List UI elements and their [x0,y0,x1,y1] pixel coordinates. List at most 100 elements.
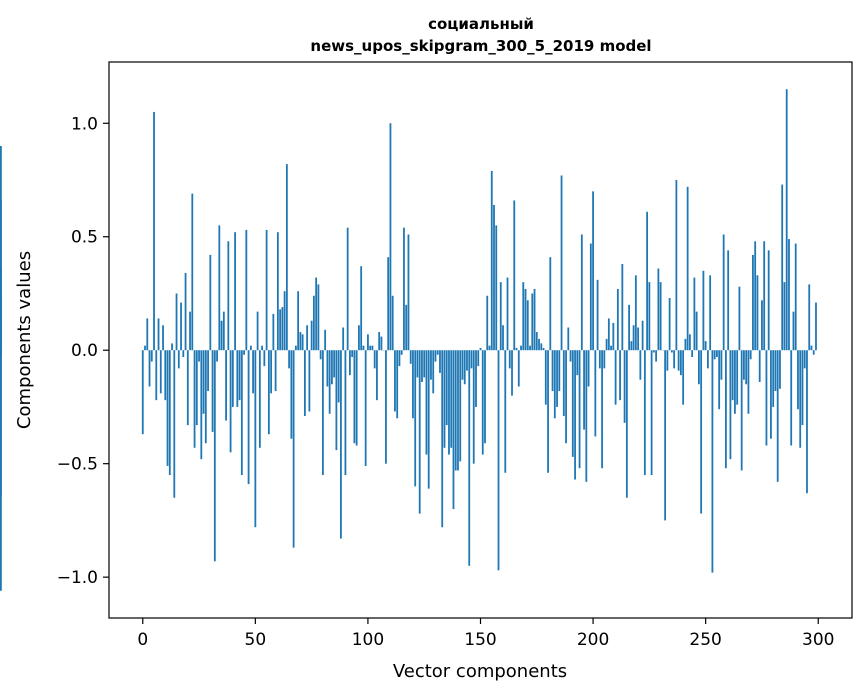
bar [738,286,741,351]
bar [745,350,748,385]
bar [592,191,594,351]
bar [794,243,797,351]
bar [729,350,732,460]
bar [770,350,772,439]
y-tick-label: 0.0 [71,341,98,361]
bar [646,211,649,351]
bar [774,350,777,392]
bar [0,145,2,351]
bar [186,350,189,426]
bar [459,350,462,462]
bar [472,350,475,464]
bar [335,350,338,451]
bar [675,180,678,351]
bar [493,204,495,351]
bar [213,350,216,562]
bar [785,89,788,351]
bar [315,277,318,351]
bar [538,338,540,351]
bar [779,350,781,389]
bar [144,345,146,351]
bar [803,350,806,369]
bar [159,350,162,394]
bar [367,334,369,351]
bar [709,275,712,351]
bar [691,350,694,358]
bar [353,350,356,444]
bar [452,350,455,510]
bar [749,350,752,360]
bar [403,227,405,351]
bar [234,232,236,351]
bar [758,350,761,382]
y-tick-label: −0.5 [57,455,98,475]
bar [673,350,676,369]
bar [328,350,331,414]
bar [490,170,493,351]
bar [601,350,603,469]
bar [283,291,286,351]
bar [412,350,414,419]
bar [443,350,446,448]
bar [240,350,243,476]
bar [369,345,372,351]
bar [637,327,640,351]
bar [585,350,588,482]
bar [470,350,473,369]
bar [168,350,171,476]
bar [535,332,538,351]
bar [657,268,660,351]
bar [319,350,322,360]
bar [468,350,471,566]
bar [407,234,410,351]
bar [346,227,349,351]
bar [209,254,212,351]
bar [396,350,399,419]
bar [299,332,302,351]
bar [515,347,518,351]
bar [756,275,759,351]
bar [439,350,441,373]
x-tick-label: 0 [137,630,148,650]
bar [684,338,687,351]
bar [171,343,173,351]
bar [349,350,351,376]
bar [371,345,374,351]
bar [231,350,234,407]
y-tick-label: −1.0 [57,568,98,588]
bar [218,225,221,351]
bar [0,350,2,591]
bar [155,350,158,401]
bar [594,350,597,437]
bar [605,338,608,351]
bar [358,325,360,351]
bar [364,350,367,466]
bar [261,345,263,351]
bar [249,345,252,351]
bar [333,350,336,378]
bar [693,277,696,351]
bar [499,282,502,351]
bar [274,350,277,392]
bar [484,350,486,444]
bar [225,350,227,421]
bar [511,350,513,396]
bar [238,350,241,401]
bar [340,350,342,539]
bar [551,350,554,392]
bar [247,350,250,485]
bar [391,295,394,351]
bar [389,123,392,351]
x-axis-label: Vector components [393,661,567,682]
bar [648,282,651,351]
bar [799,350,802,448]
bar [792,311,795,351]
y-tick-label: 0.5 [71,228,98,248]
bar [211,350,214,432]
bar [679,350,682,376]
bar [164,350,167,401]
bar [193,350,196,448]
bar [556,350,558,407]
bar [752,254,754,351]
bar [765,350,768,446]
